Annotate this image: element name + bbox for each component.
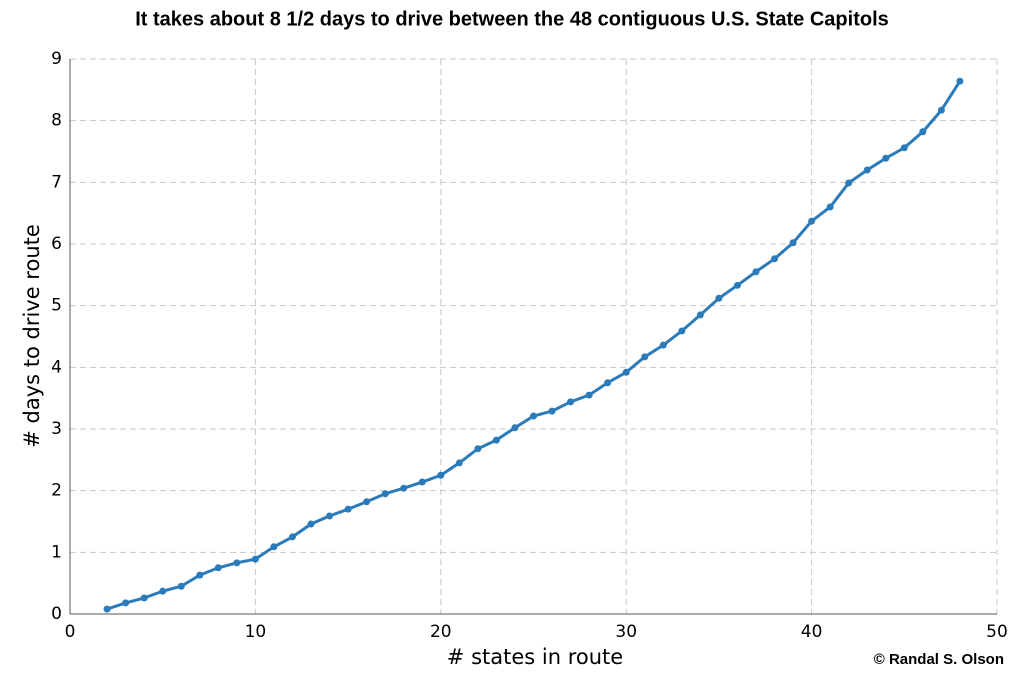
point <box>400 484 408 492</box>
point <box>733 281 741 289</box>
x-tick-label: 20 <box>430 622 452 642</box>
point <box>882 154 890 162</box>
point <box>641 353 649 361</box>
x-tick-label: 50 <box>986 622 1008 642</box>
point <box>659 341 667 349</box>
point <box>752 268 760 276</box>
point <box>233 559 241 567</box>
chart-title: It takes about 8 1/2 days to drive betwe… <box>135 8 889 30</box>
point <box>492 436 500 444</box>
point <box>771 255 779 263</box>
y-tick-label: 3 <box>51 419 62 439</box>
y-tick-label: 2 <box>51 481 62 501</box>
point <box>863 166 871 174</box>
point <box>437 471 445 479</box>
point <box>900 144 908 152</box>
point <box>251 555 259 563</box>
point <box>567 398 575 406</box>
point <box>715 294 723 302</box>
point <box>363 498 371 506</box>
point <box>622 368 630 376</box>
point <box>270 543 278 551</box>
point <box>455 459 463 467</box>
x-tick-label: 40 <box>801 622 823 642</box>
x-tick-label: 30 <box>615 622 637 642</box>
point <box>122 599 130 607</box>
point <box>696 311 704 319</box>
x-tick-label: 0 <box>65 622 76 642</box>
point <box>159 587 167 595</box>
point <box>177 582 185 590</box>
point <box>511 424 519 432</box>
point <box>214 564 222 572</box>
point <box>808 217 816 225</box>
point <box>845 179 853 187</box>
credit: © Randal S. Olson <box>874 651 1004 668</box>
point <box>826 203 834 211</box>
y-axis-label: # days to drive route <box>20 224 44 448</box>
y-tick-label: 9 <box>51 49 62 69</box>
line <box>106 80 962 611</box>
point <box>530 412 537 420</box>
point <box>288 533 296 541</box>
point <box>307 520 315 528</box>
point <box>326 512 334 520</box>
point <box>919 128 927 136</box>
point <box>548 407 556 415</box>
y-tick-label: 0 <box>51 604 62 624</box>
point <box>956 77 964 85</box>
y-tick-label: 4 <box>51 357 62 377</box>
point <box>585 391 593 399</box>
point <box>678 327 686 335</box>
y-tick-label: 8 <box>51 111 62 131</box>
point <box>789 239 797 247</box>
point <box>344 505 352 513</box>
point <box>196 571 204 579</box>
x-tick-label: 10 <box>245 622 267 642</box>
point <box>604 379 612 387</box>
point <box>381 490 389 498</box>
point <box>937 106 945 114</box>
y-tick-label: 5 <box>51 296 62 316</box>
x-axis-label: # states in route <box>447 645 623 669</box>
y-tick-label: 1 <box>51 542 62 562</box>
y-tick-label: 6 <box>51 234 62 254</box>
point <box>103 605 111 613</box>
point <box>474 445 482 453</box>
point <box>140 594 148 602</box>
point <box>418 478 426 486</box>
y-tick-label: 7 <box>51 172 62 192</box>
